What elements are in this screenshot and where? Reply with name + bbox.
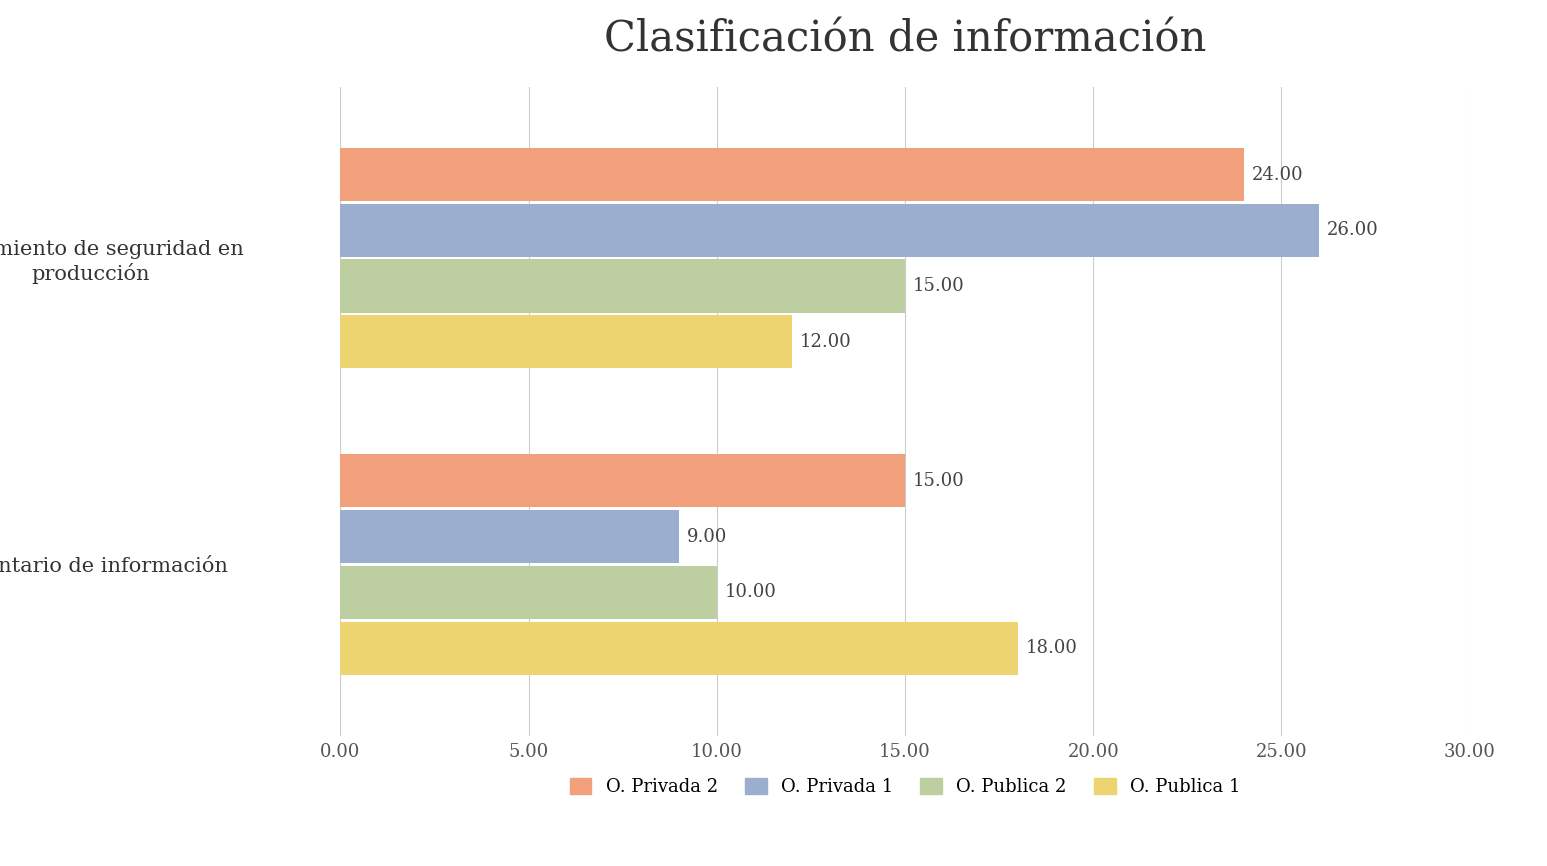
Bar [340, 260, 905, 313]
Title: Clasificación de información: Clasificación de información [603, 19, 1207, 61]
Bar [340, 455, 905, 507]
Text: 15.00: 15.00 [913, 277, 964, 295]
Bar [340, 315, 792, 368]
Text: 26.00: 26.00 [1327, 222, 1378, 239]
Text: 15.00: 15.00 [913, 472, 964, 490]
Text: 12.00: 12.00 [800, 333, 851, 351]
Bar [340, 565, 716, 619]
Text: 18.00: 18.00 [1026, 639, 1077, 657]
Text: 24.00: 24.00 [1252, 165, 1303, 184]
Bar [340, 510, 679, 563]
Bar [340, 148, 1244, 201]
Bar [340, 622, 1018, 675]
Legend: O. Privada 2, O. Privada 1, O. Publica 2, O. Publica 1: O. Privada 2, O. Privada 1, O. Publica 2… [560, 769, 1250, 805]
Text: 10.00: 10.00 [724, 584, 777, 601]
Bar [340, 204, 1320, 257]
Text: 9.00: 9.00 [687, 527, 727, 546]
